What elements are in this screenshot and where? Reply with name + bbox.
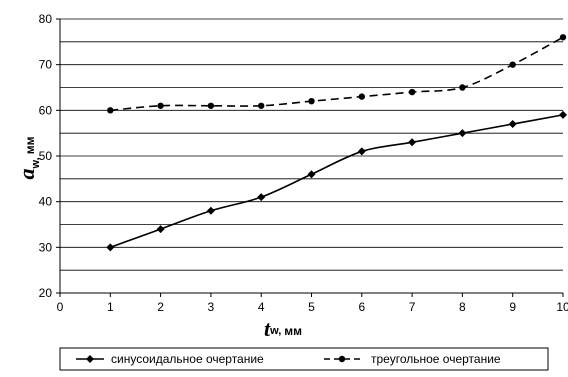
y-tick-label: 40 <box>39 195 53 209</box>
data-point <box>559 34 567 41</box>
grid-layer <box>60 18 563 271</box>
legend-box <box>59 347 549 371</box>
x-axis-label-sub: w, <box>269 325 281 337</box>
y-axis-label-main: a <box>14 168 39 179</box>
y-tick-label: 60 <box>39 103 53 117</box>
y-tick-label: 20 <box>39 286 53 300</box>
data-point <box>258 102 265 109</box>
x-tick-label: 4 <box>258 300 265 314</box>
data-point <box>206 206 215 215</box>
axes-layer <box>56 18 564 297</box>
x-tick-label: 10 <box>556 300 568 314</box>
data-point <box>156 225 165 234</box>
series-0 <box>106 110 567 252</box>
x-tick-label: 2 <box>157 300 164 314</box>
series-layer <box>106 34 567 252</box>
data-point <box>408 88 416 96</box>
y-tick-label: 50 <box>39 149 53 163</box>
data-point <box>107 107 114 114</box>
legend-label-triangular: треугольное очертание <box>371 352 501 366</box>
tick-labels: 20 30 40 50 60 70 80 0 1 2 3 4 5 6 7 8 9 10 <box>39 12 568 314</box>
data-point <box>358 93 365 100</box>
data-point <box>509 61 516 68</box>
legend: синусоидальное очертание треугольное оче… <box>59 347 549 371</box>
x-tick-label: 6 <box>358 300 365 314</box>
data-point <box>257 193 266 202</box>
data-point <box>307 170 316 179</box>
x-tick-label: 5 <box>308 300 315 314</box>
series-line <box>110 114 564 249</box>
series-1 <box>107 34 567 114</box>
legend-item-sinusoidal: синусоидальное очертание <box>76 352 264 366</box>
x-tick-label: 1 <box>107 300 114 314</box>
x-tick-label: 3 <box>208 300 215 314</box>
legend-marker-sinusoidal <box>86 355 94 363</box>
legend-marker-triangular <box>338 355 346 363</box>
x-tick-label: 8 <box>459 300 466 314</box>
y-axis-label: aw, мм <box>14 136 42 179</box>
data-point <box>559 110 567 119</box>
legend-item-triangular: треугольное очертание <box>324 352 501 366</box>
data-point <box>508 120 517 129</box>
y-tick-label: 80 <box>39 12 53 26</box>
data-point <box>408 138 417 147</box>
y-axis-label-unit: мм <box>23 136 37 154</box>
y-tick-label: 30 <box>39 240 53 254</box>
series-line <box>110 36 564 112</box>
y-axis-label-sub: w, <box>30 157 42 169</box>
data-point <box>458 129 467 138</box>
data-point <box>459 84 466 91</box>
data-point <box>357 147 366 156</box>
data-point <box>106 243 115 252</box>
x-tick-label: 0 <box>57 300 64 314</box>
data-point <box>157 102 164 109</box>
data-point <box>207 102 215 109</box>
x-axis-label-unit: мм <box>284 324 302 338</box>
x-tick-label: 9 <box>509 300 516 314</box>
x-axis-label-main: t <box>264 316 271 341</box>
data-point <box>308 98 315 105</box>
x-tick-label: 7 <box>409 300 416 314</box>
legend-label-sinusoidal: синусоидальное очертание <box>111 352 264 366</box>
y-tick-label: 70 <box>39 58 53 72</box>
x-axis-label: tw, мм <box>264 316 302 341</box>
